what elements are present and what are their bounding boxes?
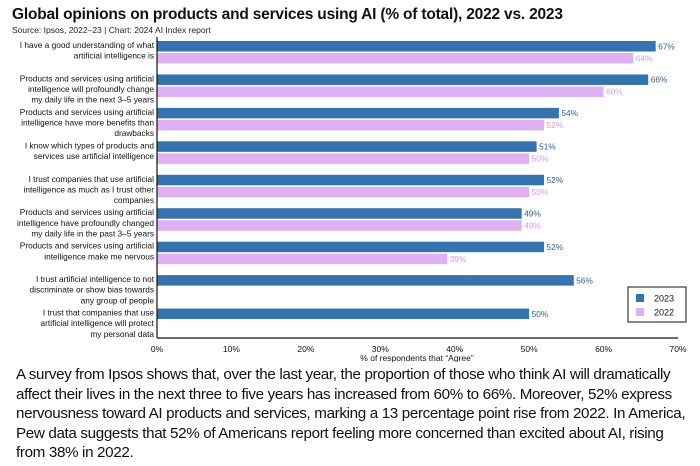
value-label-2022-5: 49%: [524, 221, 541, 231]
x-tick-label-2: 20%: [297, 344, 314, 354]
value-labels: 67% 64% 66% 60% 54% 52% 51% 50% 52% 50% 49% 49% 52% 3…: [450, 41, 676, 319]
value-label-2023-1: 66%: [651, 75, 668, 85]
bar-2023-8: [157, 308, 530, 320]
category-label-6-line-1: intelligence make me nervous: [44, 251, 154, 261]
bar-2022-3: [157, 153, 530, 164]
x-tick-label-1: 10%: [223, 344, 240, 354]
category-label-0-line-1: artificial intelligence is: [74, 51, 154, 61]
legend: 2023 2022: [627, 286, 687, 323]
bars-group: [157, 41, 656, 320]
x-axis-title: % of respondents that “Agree”: [360, 353, 474, 362]
bar-2022-6: [157, 253, 448, 265]
category-label-8-line-1: artificial intelligence will protect: [41, 318, 155, 328]
chart-subtitle: Source: Ipsos, 2022–23 | Chart: 2024 AI …: [12, 25, 211, 35]
bar-2022-2: [157, 119, 545, 131]
x-tick-label-4: 40%: [446, 344, 463, 354]
category-label-5-line-1: intelligence have profoundly changed: [17, 218, 154, 228]
category-label-2-line-2: drawbacks: [114, 128, 154, 138]
legend-label-2023: 2023: [654, 294, 674, 304]
x-tick-label-3: 30%: [372, 344, 389, 354]
bar-2022-4: [157, 186, 530, 198]
bar-2023-4: [157, 174, 545, 186]
x-tick-label-5: 50%: [521, 344, 538, 354]
value-label-2023-7: 56%: [576, 275, 593, 285]
bar-2023-5: [157, 208, 522, 219]
category-label-1-line-2: my daily life in the next 3–5 years: [31, 95, 154, 105]
value-label-2023-5: 49%: [524, 209, 541, 219]
value-label-2023-3: 51%: [539, 142, 556, 152]
legend-box: [627, 286, 687, 323]
category-label-4-line-2: companies: [114, 195, 154, 205]
caption-text: A survey from Ipsos shows that, over the…: [16, 366, 686, 462]
value-label-2023-0: 67%: [658, 41, 675, 51]
bar-2023-3: [157, 141, 537, 152]
x-tick-label-6: 60%: [595, 344, 612, 354]
category-label-8-line-2: my personal data: [90, 329, 154, 339]
x-tick-label-7: 70%: [669, 344, 686, 354]
value-label-2022-2: 52%: [547, 120, 564, 130]
value-label-2023-8: 50%: [532, 309, 549, 319]
bar-2023-2: [157, 107, 559, 119]
category-label-5-line-0: Products and services using artificial: [20, 207, 154, 217]
category-label-3-line-1: services use artificial intelligence: [34, 151, 155, 161]
category-label-8-line-0: I trust that companies that use: [43, 308, 155, 318]
bar-2022-5: [157, 220, 522, 231]
bar-2023-7: [157, 275, 574, 286]
category-label-7-line-0: I trust artificial intelligence to not: [36, 274, 155, 284]
category-label-4-line-1: intelligence as much as I trust other: [23, 184, 154, 194]
value-label-2022-3: 50%: [532, 154, 549, 164]
category-label-1-line-1: intelligence will profoundly change: [28, 84, 154, 94]
legend-swatch-2022: [636, 308, 644, 316]
legend-swatch-2023: [636, 294, 644, 302]
value-label-2022-1: 60%: [606, 87, 623, 97]
category-label-5-line-2: my daily life in the past 3–5 years: [31, 228, 154, 238]
bar-2022-1: [157, 86, 604, 97]
category-label-4-line-0: I trust companies that use artificial: [29, 174, 155, 184]
bar-2023-1: [157, 74, 649, 85]
value-label-2022-6: 39%: [450, 254, 467, 264]
category-label-2-line-1: intelligence have more benefits than: [21, 117, 154, 127]
value-label-2023-2: 54%: [561, 108, 578, 118]
category-label-3-line-0: I know which types of products and: [25, 140, 155, 150]
category-label-7-line-1: discriminate or show bias towards: [29, 285, 154, 295]
chart-title: Global opinions on products and services…: [12, 6, 563, 23]
category-label-2-line-0: Products and services using artificial: [20, 107, 154, 117]
category-label-7-line-2: any group of people: [81, 295, 155, 305]
x-tick-label-0: 0%: [151, 344, 164, 354]
legend-label-2022: 2022: [654, 308, 674, 318]
value-label-2022-0: 64%: [636, 53, 653, 63]
x-tick-labels: 0% 10% 20% 30% 40% 50% 60% 70%: [151, 344, 687, 354]
bar-2023-6: [157, 241, 545, 253]
bar-chart: I have a good understanding of whatartif…: [17, 37, 687, 362]
category-labels: I have a good understanding of whatartif…: [17, 40, 155, 339]
category-label-1-line-0: Products and services using artificial: [20, 73, 154, 83]
category-label-6-line-0: Products and services using artificial: [20, 241, 154, 251]
value-label-2022-4: 50%: [532, 187, 549, 197]
category-label-0-line-0: I have a good understanding of what: [20, 40, 155, 50]
bar-2022-0: [157, 53, 634, 64]
value-label-2023-6: 52%: [547, 242, 564, 252]
value-label-2023-4: 52%: [547, 175, 564, 185]
bar-2023-0: [157, 41, 656, 52]
